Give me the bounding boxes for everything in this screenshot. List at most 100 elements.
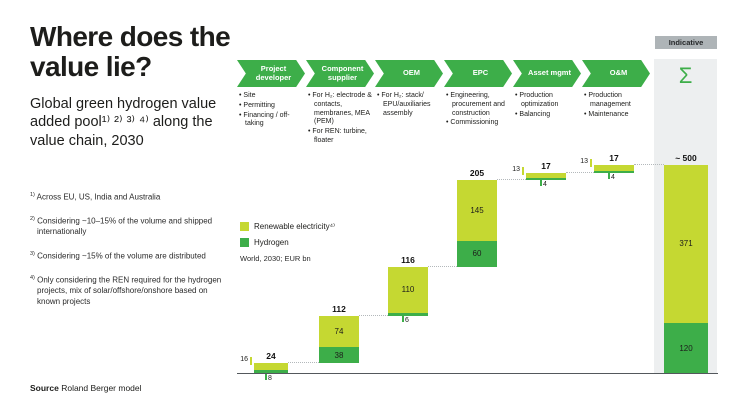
legend-row-renewable: Renewable electricity⁴⁾ bbox=[240, 222, 335, 231]
footnote-marker: 1) bbox=[30, 192, 35, 198]
bar-value-renewable: 13 bbox=[512, 165, 520, 173]
stage-bullets: For H₂: stack/ EPU/auxiliaries assembly bbox=[377, 92, 441, 118]
legend-row-hydrogen: Hydrogen bbox=[240, 238, 335, 247]
stage-bullets: Production optimizationBalancing bbox=[515, 92, 579, 119]
footnotes: 1) Across EU, US, India and Australia 2) … bbox=[30, 192, 222, 320]
footnote: 4) Only considering the REN required for… bbox=[30, 275, 222, 306]
bar-value-hydrogen: 8 bbox=[268, 374, 272, 382]
footnote: 3) Considering ~15% of the volume are di… bbox=[30, 250, 206, 261]
bar-segment-renewable bbox=[319, 315, 359, 348]
bar-total-label: 17 bbox=[541, 160, 551, 171]
value-chain-stage: OEM For H₂: stack/ EPU/auxiliaries assem… bbox=[375, 60, 443, 119]
bar-total-label: 205 bbox=[469, 167, 485, 178]
footnote-marker: 3) bbox=[30, 250, 35, 257]
stage-bullet: Balancing bbox=[515, 111, 579, 120]
page-subtitle: Global green hydrogen value added pool¹⁾… bbox=[30, 96, 217, 149]
hydrogen-value-tick bbox=[402, 314, 404, 322]
bar-segment-renewable bbox=[388, 266, 428, 314]
bar-segment-renewable bbox=[457, 179, 497, 242]
stage-chevron-arrow: Asset mgmt bbox=[513, 60, 581, 87]
stage-bullet: Engineering, procurement and constructio… bbox=[446, 92, 510, 118]
source-line: Source Roland Berger model bbox=[30, 383, 142, 393]
stage-label: Component supplier bbox=[321, 63, 364, 82]
stage-bullets: Engineering, procurement and constructio… bbox=[446, 92, 510, 128]
hydrogen-value-tick bbox=[540, 178, 542, 186]
stage-label: OEM bbox=[402, 68, 421, 78]
bar-segment-hydrogen bbox=[457, 241, 497, 267]
source-label: Source bbox=[30, 383, 59, 393]
legend-label-renewable: Renewable electricity⁴⁾ bbox=[254, 222, 335, 231]
value-chain-stage: Project developer SitePermittingFinancin… bbox=[237, 60, 305, 130]
stage-bullet: For REN: turbine, floater bbox=[308, 128, 372, 146]
stage-chevron-arrow: EPC bbox=[444, 60, 512, 87]
stage-bullets: For H₂: electrode & contacts, membranes,… bbox=[308, 92, 372, 146]
renewable-value-tick bbox=[590, 159, 592, 168]
stage-label: O&M bbox=[609, 68, 628, 78]
renewable-value-tick bbox=[250, 357, 252, 366]
stage-bullet: Commissioning bbox=[446, 119, 510, 128]
footnote: 2) Considering ~10–15% of the volume and… bbox=[30, 216, 213, 237]
stage-chevron-arrow: Component supplier bbox=[306, 60, 374, 87]
stage-label: Asset mgmt bbox=[528, 68, 571, 78]
stage-bullets: SitePermittingFinancing / off-taking bbox=[239, 92, 303, 129]
sigma-symbol: Σ bbox=[678, 63, 693, 88]
bar-value-hydrogen: 6 bbox=[405, 316, 409, 324]
bar-value-hydrogen: 4 bbox=[611, 173, 615, 181]
bar-value-renewable: 110 bbox=[401, 285, 415, 295]
bar-value-renewable: 13 bbox=[580, 158, 588, 166]
stage-bullet: Maintenance bbox=[584, 111, 648, 120]
source-text: Roland Berger model bbox=[61, 383, 142, 393]
value-chain-stage: Asset mgmt Production optimizationBalanc… bbox=[513, 60, 581, 120]
page-title: Where does the value lie? bbox=[30, 21, 231, 83]
hydrogen-value-tick bbox=[608, 171, 610, 179]
bar-segment-hydrogen bbox=[526, 178, 566, 180]
footnote: 1) Across EU, US, India and Australia bbox=[30, 192, 161, 202]
connector-dotted-line bbox=[497, 178, 526, 180]
renewable-value-tick bbox=[522, 166, 524, 175]
legend-label-hydrogen: Hydrogen bbox=[254, 238, 289, 247]
stage-bullet: Financing / off-taking bbox=[239, 112, 303, 130]
bar-segment-hydrogen bbox=[594, 170, 634, 173]
bar-segment-renewable bbox=[254, 363, 288, 371]
value-chain-stage: O&M Production managementMaintenance bbox=[582, 60, 650, 120]
stage-bullet: Site bbox=[239, 92, 303, 101]
stage-bullet: For H₂: stack/ EPU/auxiliaries assembly bbox=[377, 92, 441, 118]
connector-dotted-line bbox=[566, 171, 594, 173]
stage-bullet: Production management bbox=[584, 92, 648, 110]
bar-segment-renewable bbox=[594, 165, 634, 171]
bar-segment-hydrogen bbox=[319, 347, 359, 364]
stage-bullet: Permitting bbox=[239, 102, 303, 111]
stage-chevron-arrow: O&M bbox=[582, 60, 650, 87]
bar-segment-renewable bbox=[526, 172, 566, 179]
stage-bullet: Production optimization bbox=[515, 92, 579, 110]
legend-swatch-hydrogen-icon bbox=[240, 238, 249, 247]
bar-value-renewable: 16 bbox=[240, 356, 248, 364]
legend-swatch-renewable-icon bbox=[240, 222, 249, 231]
stage-bullets: Production managementMaintenance bbox=[584, 92, 648, 119]
stage-label: Project developer bbox=[255, 63, 292, 82]
chart-legend: Renewable electricity⁴⁾ Hydrogen World, … bbox=[240, 222, 335, 263]
connector-dotted-line bbox=[359, 314, 388, 316]
bar-value-renewable: 145 bbox=[470, 205, 484, 215]
x-axis-line bbox=[237, 373, 718, 375]
bar-value-hydrogen: 60 bbox=[472, 249, 482, 259]
stage-chevron-arrow: OEM bbox=[375, 60, 443, 87]
bar-value-hydrogen: 4 bbox=[543, 180, 547, 188]
sum-column-band: Σ bbox=[654, 59, 717, 374]
value-chain-stage: EPC Engineering, procurement and constru… bbox=[444, 60, 512, 129]
stage-label: EPC bbox=[472, 68, 489, 78]
footnote-marker: 2) bbox=[30, 216, 35, 223]
value-chain-stage: Component supplier For H₂: electrode & c… bbox=[306, 60, 374, 147]
bar-total-label: 24 bbox=[266, 351, 276, 362]
connector-dotted-line bbox=[428, 265, 457, 267]
bar-total-label: 17 bbox=[609, 153, 619, 164]
stage-chevron-arrow: Project developer bbox=[237, 60, 305, 87]
bar-total-label: 116 bbox=[401, 254, 415, 265]
indicative-badge: Indicative bbox=[655, 36, 717, 49]
bar-total-label: 112 bbox=[332, 303, 346, 314]
bar-value-hydrogen: 38 bbox=[334, 350, 344, 360]
bar-value-renewable: 74 bbox=[334, 327, 344, 337]
bar-segment-hydrogen bbox=[388, 313, 428, 316]
stage-bullet: For H₂: electrode & contacts, membranes,… bbox=[308, 92, 372, 127]
